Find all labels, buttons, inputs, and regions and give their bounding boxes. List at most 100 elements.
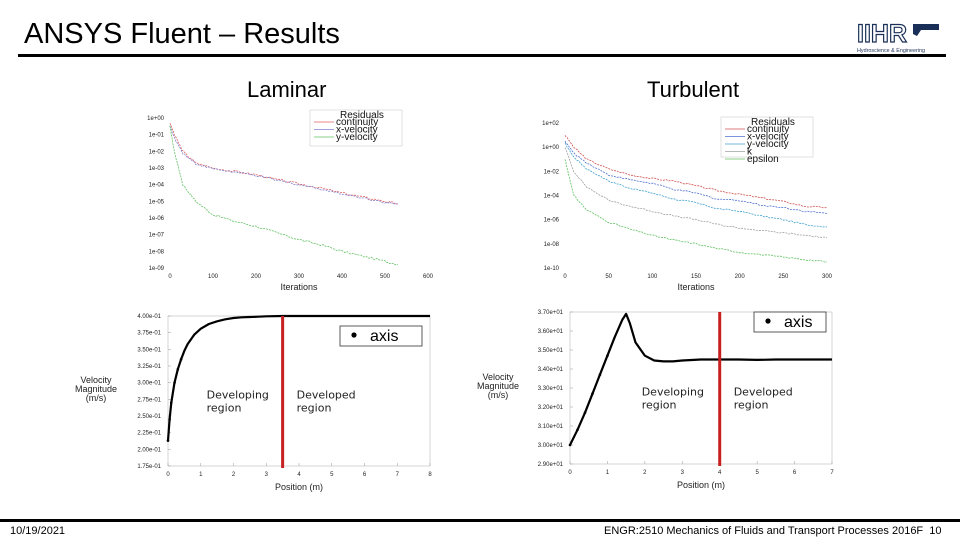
- axis-legend: axis: [339, 325, 423, 347]
- laminar-velocity-chart: 4.00e-01 3.75e-01 3.50e-01 3.25e-01 3.00e-01…: [75, 314, 432, 492]
- legend-title: Residuals: [751, 117, 795, 128]
- y-tick-label: 3.75e-01: [137, 331, 161, 337]
- residuals-legend: Residualscontinuityx-velocityy-velocityk…: [720, 116, 814, 165]
- y-tick-label: 1e-10: [544, 266, 560, 272]
- turbulent-heading: Turbulent: [647, 77, 740, 102]
- axis-legend-box: [339, 325, 423, 347]
- footer-rule: [0, 519, 960, 522]
- velocity-point: [176, 368, 180, 371]
- x-tick-label: 3: [265, 472, 269, 478]
- x-tick-label: 50: [605, 274, 612, 280]
- velocity-curve-axis: [166, 314, 430, 441]
- velocity-curve-axis: [569, 312, 832, 446]
- logo-wordmark: IIHR: [857, 20, 907, 48]
- y-tick-label: 1e-05: [149, 199, 165, 205]
- footer-course-text: ENGR:2510 Mechanics of Fluids and Transp…: [604, 525, 924, 537]
- residual-series-continuity: [564, 135, 828, 209]
- y-tick-label: 3.00e+01: [538, 443, 564, 449]
- legend-entry: k: [747, 147, 753, 158]
- y-tick-label: 1e-04: [544, 194, 560, 200]
- y-tick-label: 3.50e-01: [137, 347, 161, 353]
- developed-region-label: Developed region: [734, 386, 793, 412]
- velocity-point: [568, 443, 572, 447]
- y-tick-label: 3.40e+01: [538, 367, 564, 373]
- legend-entry: epsilon: [747, 154, 779, 165]
- axis-legend: axis: [753, 311, 827, 333]
- x-tick-label: 2: [643, 470, 647, 476]
- y-tick-label: 1e-06: [544, 218, 560, 224]
- y-tick-label: 1e-02: [544, 169, 560, 175]
- residual-series-x-velocity: [169, 126, 399, 206]
- turbulent-velocity-chart: 3.70e+01 3.60e+01 3.50e+01 3.40e+01 3.30e+01…: [477, 310, 834, 490]
- y-tick-label: 1e-09: [149, 266, 165, 272]
- y-tick-label: 3.30e+01: [538, 386, 564, 392]
- x-tick-label: 4: [297, 472, 301, 478]
- x-axis-label: Iterations: [677, 282, 715, 292]
- x-axis-label: Iterations: [280, 282, 318, 292]
- page-number: 10: [929, 525, 942, 537]
- x-tick-label: 200: [251, 274, 262, 280]
- y-tick-label: 1e+02: [542, 121, 560, 127]
- legend-box: [720, 116, 814, 158]
- residual-series-x-velocity: [564, 140, 828, 214]
- legend-title: Residuals: [340, 110, 384, 121]
- axis-legend-marker: [351, 332, 357, 338]
- legend-box: [309, 109, 403, 147]
- x-tick-label: 500: [380, 274, 391, 280]
- y-tick-label: 2.00e-01: [137, 447, 161, 453]
- y-tick-label: 3.00e-01: [137, 381, 161, 387]
- velocity-point: [606, 354, 609, 357]
- legend-entry: y-velocity: [747, 139, 789, 150]
- x-tick-label: 0: [563, 274, 567, 280]
- y-tick-label: 1e-04: [149, 183, 165, 189]
- y-tick-label: 2.25e-01: [137, 431, 161, 437]
- x-tick-label: 5: [755, 470, 759, 476]
- developing-region-label: Developing region: [642, 386, 704, 412]
- developing-region-label: Developing region: [207, 389, 269, 415]
- y-tick-label: 3.10e+01: [538, 424, 564, 430]
- velocity-point: [166, 439, 170, 442]
- x-tick-label: 150: [691, 274, 702, 280]
- velocity-point: [583, 411, 587, 414]
- axis-legend-label: axis: [370, 328, 398, 345]
- velocity-point: [169, 401, 173, 404]
- x-tick-label: 100: [647, 274, 658, 280]
- x-tick-label: 1: [199, 472, 203, 478]
- y-tick-label: 1e+00: [542, 145, 560, 151]
- y-tick-label: 3.70e+01: [538, 310, 564, 316]
- x-tick-label: 0: [166, 472, 170, 478]
- residual-series-k: [564, 147, 828, 239]
- velocity-point: [591, 392, 594, 395]
- x-tick-label: 0: [568, 470, 572, 476]
- y-axis-label: Velocity Magnitude (m/s): [477, 372, 519, 400]
- y-axis-label: Velocity Magnitude (m/s): [75, 375, 117, 403]
- x-tick-label: 4: [718, 470, 722, 476]
- x-tick-label: 600: [423, 274, 434, 280]
- y-tick-label: 4.00e-01: [137, 314, 161, 320]
- x-tick-label: 2: [232, 472, 236, 478]
- velocity-point: [179, 358, 183, 361]
- y-tick-label: 3.20e+01: [538, 405, 564, 411]
- legend-entry: continuity: [747, 124, 789, 135]
- legend-entry: continuity: [336, 117, 378, 128]
- title-underline: [18, 54, 946, 57]
- iihr-logo: IIHR Hydroscience & Engineering: [855, 20, 940, 54]
- axis-legend-box: [753, 311, 827, 333]
- footer-course: ENGR:2510 Mechanics of Fluids and Transp…: [604, 525, 942, 537]
- legend-entry: x-velocity: [336, 125, 378, 136]
- residual-series-y-velocity: [564, 142, 827, 228]
- x-tick-label: 300: [294, 274, 305, 280]
- y-tick-label: 2.50e-01: [137, 414, 161, 420]
- x-axis-label: Position (m): [275, 482, 323, 492]
- x-tick-label: 6: [793, 470, 797, 476]
- x-tick-label: 400: [337, 274, 348, 280]
- y-tick-label: 1e-07: [149, 233, 165, 239]
- turbulent-residuals-chart: 1e+02 1e+00 1e-02 1e-04 1e-06 1e-08 1e-100 50 10…: [542, 116, 833, 292]
- y-tick-label: 1e+00: [147, 116, 165, 122]
- y-tick-label: 3.25e-01: [137, 364, 161, 370]
- velocity-point: [173, 381, 176, 384]
- logo-subtext: Hydroscience & Engineering: [857, 48, 925, 54]
- footer-date: 10/19/2021: [10, 525, 66, 537]
- y-tick-label: 1e-02: [149, 149, 165, 155]
